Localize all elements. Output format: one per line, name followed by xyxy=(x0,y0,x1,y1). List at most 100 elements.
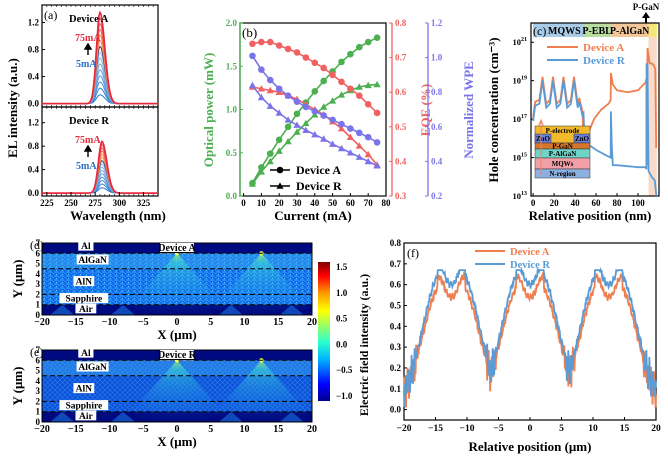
panel-c-xtick-label: 100 xyxy=(631,198,645,208)
panel-b-point xyxy=(355,43,363,51)
panel-b-point xyxy=(311,59,319,67)
panel-b-label: (b) xyxy=(242,25,257,40)
device-title: Device R xyxy=(158,350,197,361)
panel-b-xlabel: Current (mA) xyxy=(274,208,351,223)
panel-b-point xyxy=(249,40,256,48)
panel-c-ytick-label: 1021 xyxy=(513,37,528,47)
panel-f-legend-label: Device A xyxy=(510,247,550,258)
panel-b-point xyxy=(257,168,265,175)
panel-b-point xyxy=(293,121,301,128)
air-light-fan xyxy=(50,304,75,315)
layer-label-box xyxy=(59,400,109,411)
panel-b-ytick-label: 0.5 xyxy=(226,148,238,158)
layer-label-box xyxy=(75,303,97,314)
panel-f-xtick-label: −5 xyxy=(493,424,503,434)
panel-b-series-line-4 xyxy=(251,55,378,144)
panel-b-point xyxy=(311,107,319,115)
field-map-xtick-label: 20 xyxy=(307,317,317,328)
panel-a-device-label: Device A xyxy=(69,14,109,25)
colorbar-tick-label: 0.0 xyxy=(336,339,348,349)
panel-a-ytick-label: 1.2 xyxy=(28,18,40,28)
panel-b-point xyxy=(355,129,363,137)
colorbar-tick-label: 1.0 xyxy=(336,288,348,298)
panel-f-xtick-label: 5 xyxy=(559,424,564,434)
panel-b-point xyxy=(337,91,346,98)
panel-a-ytick-label: 0.4 xyxy=(28,72,40,82)
panel-f-ylabel: Electric field intensity (a.u.) xyxy=(357,274,371,416)
panel-c-frame xyxy=(530,22,660,197)
panel-a-spectrum-40mA xyxy=(42,51,158,105)
panel-a-spectrum-5mA xyxy=(42,94,158,105)
panel-b-point xyxy=(373,162,381,169)
panel-c-xtick-label: 40 xyxy=(571,198,581,208)
panel-b-power-eqe-wpe: (b) Optical power (mW) EQE (%) Normalize… xyxy=(201,18,476,223)
panel-b-point xyxy=(320,112,327,119)
panel-b-point xyxy=(364,150,372,158)
panel-b-point xyxy=(347,50,354,58)
panel-b-point xyxy=(302,126,310,134)
field-map-ytick-label: 3 xyxy=(36,386,41,396)
air-light-fan xyxy=(111,411,135,422)
inset-layer-label: P-electrode xyxy=(546,127,580,135)
layer-label-box xyxy=(76,361,109,372)
layer-label: Air xyxy=(79,412,94,422)
panel-b-point xyxy=(373,109,381,117)
increase-arrow-icon xyxy=(83,42,93,55)
region-label: P-AlGaN xyxy=(610,26,650,37)
panel-b-point xyxy=(320,103,328,110)
field-map-panel-label: (e) xyxy=(30,345,43,359)
panel-f-ytick-label: 0.2 xyxy=(390,363,402,373)
inset-layer-label: MQWs xyxy=(552,160,574,168)
panel-b-xtick-label: 70 xyxy=(364,198,374,208)
panel-a-spectrum-20mA xyxy=(42,75,158,105)
field-map-ytick-label: 0 xyxy=(36,417,41,427)
panel-a-xlabel: Wavelength (nm) xyxy=(70,208,166,223)
panel-b-xtick-label: 30 xyxy=(292,198,302,208)
panel-b-point xyxy=(257,85,265,92)
panel-b-point xyxy=(338,58,345,66)
layer-label: Sapphire xyxy=(65,295,102,305)
field-map-ytick-label: 4 xyxy=(36,269,41,279)
layer-label: AlGaN xyxy=(78,256,107,266)
panel-a-ylabel: EL intensity (a.u.) xyxy=(5,58,20,158)
layer-label-box xyxy=(73,383,95,394)
field-map-ytick-label: 7 xyxy=(36,238,41,248)
colorbar-tick-label: −1.0 xyxy=(336,391,353,401)
panel-b-point xyxy=(266,102,274,109)
panel-b-point xyxy=(275,42,283,49)
field-map-xtick-label: −20 xyxy=(34,317,50,328)
panel-b-point xyxy=(275,85,283,93)
increase-arrow-icon xyxy=(83,144,93,157)
device-title-box xyxy=(160,350,194,361)
field-map-xtick-label: −15 xyxy=(68,317,84,328)
panel-b-point xyxy=(355,83,363,90)
panel-b-point xyxy=(364,38,372,46)
panel-b-point xyxy=(293,128,301,135)
panel-b-point xyxy=(364,81,372,89)
panel-b-point xyxy=(337,144,346,152)
region-label: MQWS xyxy=(548,26,581,37)
panel-a-spectrum-50mA xyxy=(42,39,158,105)
panel-b-point xyxy=(337,124,346,132)
panel-a-xtick-label: 275 xyxy=(88,198,102,208)
layer-label-box xyxy=(78,240,94,251)
panel-f-ytick-label: 0.7 xyxy=(390,259,402,269)
field-map-xtick-label: −20 xyxy=(34,424,50,435)
emission-cone xyxy=(122,360,232,422)
panel-a-device-label: Device R xyxy=(69,116,109,127)
layer-label: Al xyxy=(81,349,91,359)
panel-f-xtick-label: 20 xyxy=(651,424,661,434)
panel-a-spectrum-25mA xyxy=(42,69,158,105)
layer-label-box xyxy=(73,276,95,287)
panel-b-ytick-label: 0.5 xyxy=(395,122,407,132)
panel-b-ytick-label: 0.3 xyxy=(395,191,407,201)
field-map-xlabel: X (μm) xyxy=(157,327,197,342)
panel-b-point xyxy=(275,136,283,144)
panel-a-xtick-label: 325 xyxy=(137,198,151,208)
layer-label-box xyxy=(75,410,97,421)
panel-b-legend-label: Device A xyxy=(296,163,341,177)
layer-label: AlN xyxy=(76,278,93,288)
